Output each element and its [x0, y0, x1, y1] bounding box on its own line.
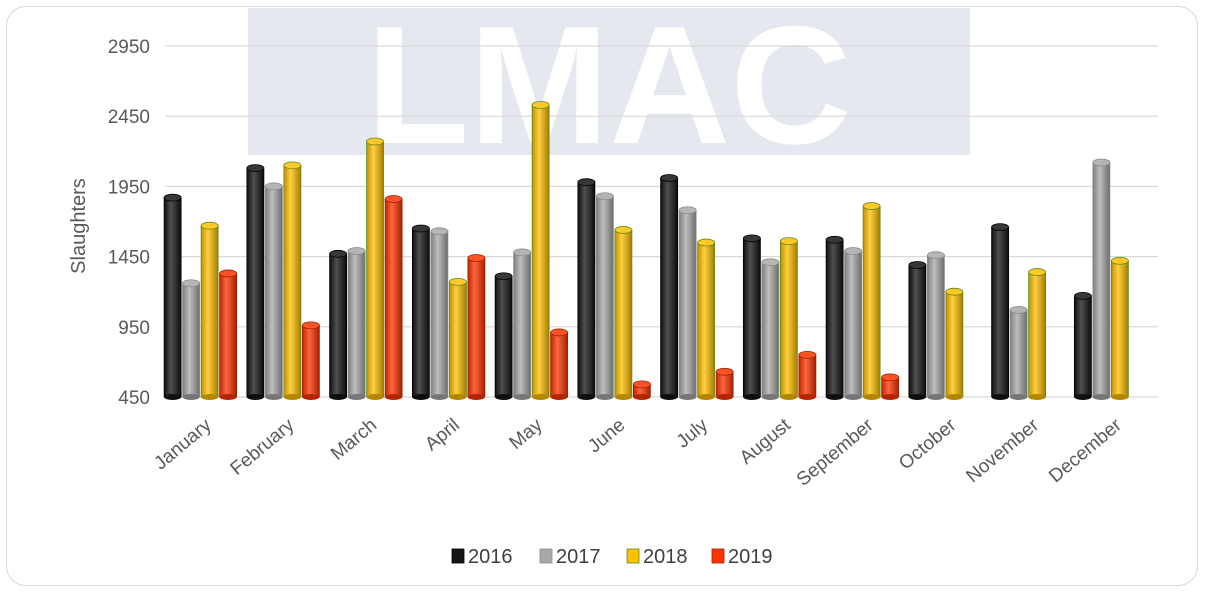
x-tick-label-december: December — [1045, 414, 1126, 487]
bar-2018-september — [862, 202, 881, 400]
legend-label: 2017 — [556, 546, 601, 568]
bar-2018-march — [366, 137, 385, 400]
x-tick-label-october: October — [895, 414, 961, 474]
x-tick-label-april: April — [421, 415, 464, 456]
bar-2017-march — [347, 247, 366, 400]
bar-2018-june — [614, 226, 633, 400]
bar-2019-february — [301, 321, 320, 400]
legend-label: 2018 — [643, 546, 688, 568]
legend-item-2017: 2017 — [539, 546, 601, 568]
bar-2016-october — [908, 261, 927, 400]
bar-2018-july — [697, 238, 716, 400]
x-tick-label-august: August — [736, 414, 795, 469]
legend-swatch — [626, 548, 640, 564]
bar-2016-december — [1073, 292, 1092, 400]
y-axis-ticks: 450 950 1450 1950 2450 2950 — [108, 37, 150, 409]
bar-2016-may — [494, 272, 513, 400]
bar-2016-august — [742, 234, 761, 400]
bar-2019-july — [715, 367, 734, 400]
y-tick-label: 2450 — [108, 107, 150, 128]
legend-label: 2019 — [728, 546, 773, 568]
bar-2017-january — [182, 279, 201, 400]
bar-2018-october — [945, 287, 964, 400]
bar-2016-february — [246, 164, 265, 400]
bar-2019-august — [798, 350, 817, 400]
lmac-watermark: LMAC — [248, 0, 970, 179]
bar-2019-april — [467, 254, 486, 400]
bar-2016-july — [660, 174, 679, 400]
legend-label: 2016 — [468, 546, 513, 568]
legend: 2016 2017 2018 2019 — [451, 546, 773, 568]
legend-item-2019: 2019 — [711, 546, 773, 568]
bar-2018-august — [779, 237, 798, 400]
watermark-text: LMAC — [366, 0, 851, 179]
bar-2019-september — [881, 373, 900, 400]
x-tick-label-november: November — [962, 414, 1043, 487]
y-tick-label: 1450 — [108, 248, 150, 269]
bars — [163, 101, 1129, 400]
x-tick-label-september: September — [793, 414, 878, 490]
bar-2017-july — [678, 206, 697, 400]
legend-swatch — [711, 548, 725, 564]
legend-item-2018: 2018 — [626, 546, 688, 568]
bar-2018-december — [1110, 256, 1129, 400]
bar-2019-june — [632, 380, 651, 400]
x-axis-ticks: January February March April May June July Augu… — [150, 414, 1126, 490]
bar-2017-december — [1092, 158, 1111, 400]
bar-2016-january — [163, 193, 182, 400]
bar-2017-february — [264, 182, 283, 400]
bar-2016-april — [411, 224, 430, 400]
bar-2017-june — [595, 192, 614, 400]
x-tick-label-january: January — [150, 414, 216, 474]
y-tick-label: 2950 — [108, 37, 150, 58]
bar-2019-january — [219, 269, 238, 400]
y-tick-label: 1950 — [108, 177, 150, 198]
x-tick-label-march: March — [327, 415, 381, 465]
bar-2018-february — [283, 161, 302, 400]
bar-2018-january — [200, 221, 219, 400]
x-tick-label-july: July — [673, 414, 713, 452]
bar-2016-march — [329, 249, 348, 400]
y-axis-label: Slaughters — [68, 178, 90, 274]
y-tick-label: 450 — [118, 388, 150, 409]
bar-2017-september — [844, 247, 863, 400]
bar-2019-march — [384, 195, 403, 400]
watermark-banner — [248, 8, 970, 155]
bar-2016-november — [991, 223, 1010, 400]
x-tick-label-june: June — [584, 415, 629, 458]
bar-2017-april — [430, 227, 449, 400]
bar-2019-may — [550, 328, 569, 400]
x-tick-label-may: May — [506, 414, 547, 453]
legend-item-2016: 2016 — [451, 546, 513, 568]
x-tick-label-february: February — [227, 414, 299, 479]
bar-2018-april — [448, 277, 467, 400]
bar-2017-may — [513, 248, 532, 400]
bar-2018-may — [531, 101, 550, 400]
bar-2016-june — [577, 178, 596, 400]
bar-2017-october — [926, 251, 945, 400]
bar-2017-august — [761, 258, 780, 400]
bar-2017-november — [1009, 306, 1028, 400]
legend-swatch — [451, 548, 465, 564]
bar-2016-september — [825, 235, 844, 400]
legend-swatch — [539, 548, 553, 564]
bar-2018-november — [1028, 268, 1047, 400]
y-tick-label: 950 — [118, 318, 150, 339]
